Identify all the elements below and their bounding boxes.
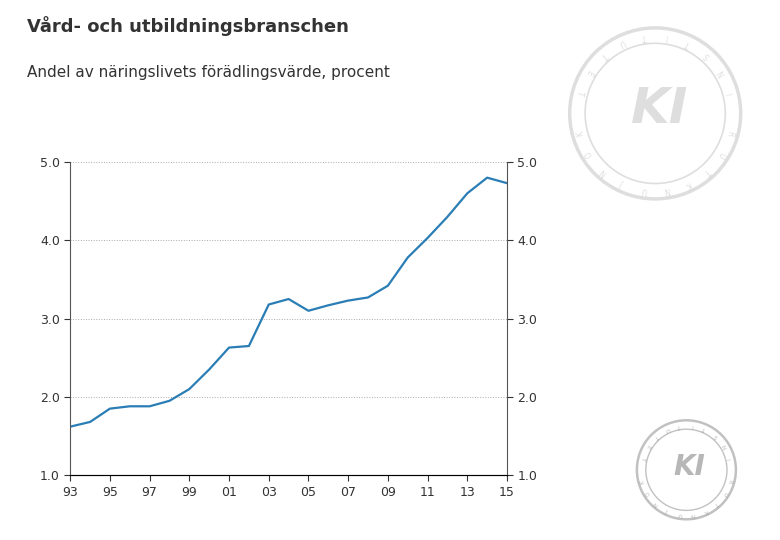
- Text: N: N: [690, 511, 695, 517]
- Text: S: S: [702, 50, 711, 60]
- Text: J: J: [665, 508, 669, 513]
- Text: KI: KI: [631, 85, 688, 133]
- Text: U: U: [716, 150, 727, 159]
- Text: T: T: [714, 501, 719, 507]
- Text: I: I: [692, 423, 694, 428]
- Text: U: U: [618, 38, 626, 48]
- Text: U: U: [722, 490, 728, 496]
- Text: S: S: [714, 433, 719, 439]
- Text: K: K: [684, 179, 692, 189]
- Text: O: O: [645, 490, 651, 497]
- Text: I: I: [665, 32, 668, 41]
- Text: N: N: [716, 68, 727, 77]
- Text: K: K: [575, 130, 585, 137]
- Text: T: T: [599, 50, 608, 60]
- Text: K: K: [640, 479, 646, 484]
- Text: I: I: [727, 457, 732, 460]
- Text: T: T: [703, 426, 708, 432]
- Text: J: J: [619, 179, 626, 188]
- Text: U: U: [640, 186, 647, 195]
- Text: Vård- och utbildningsbranschen: Vård- och utbildningsbranschen: [27, 16, 349, 36]
- Text: R: R: [727, 479, 733, 484]
- Text: E: E: [584, 68, 594, 77]
- Text: N: N: [654, 500, 660, 507]
- Text: U: U: [678, 511, 682, 517]
- Text: N: N: [598, 166, 608, 177]
- Text: U: U: [665, 426, 670, 432]
- Text: T: T: [678, 422, 682, 428]
- Text: T: T: [640, 456, 646, 461]
- Text: E: E: [645, 443, 651, 449]
- Text: KI: KI: [673, 453, 705, 481]
- Text: R: R: [725, 130, 736, 137]
- Text: O: O: [583, 150, 594, 159]
- Text: I: I: [725, 91, 735, 96]
- Text: T: T: [654, 433, 659, 439]
- Text: N: N: [663, 186, 670, 195]
- Text: Andel av näringslivets förädlingsvärde, procent: Andel av näringslivets förädlingsvärde, …: [27, 65, 390, 80]
- Text: T: T: [702, 167, 711, 177]
- Text: K: K: [703, 508, 708, 514]
- Text: N: N: [722, 443, 728, 449]
- Text: T: T: [641, 32, 647, 41]
- Text: T: T: [684, 38, 692, 48]
- Text: T: T: [575, 90, 585, 97]
